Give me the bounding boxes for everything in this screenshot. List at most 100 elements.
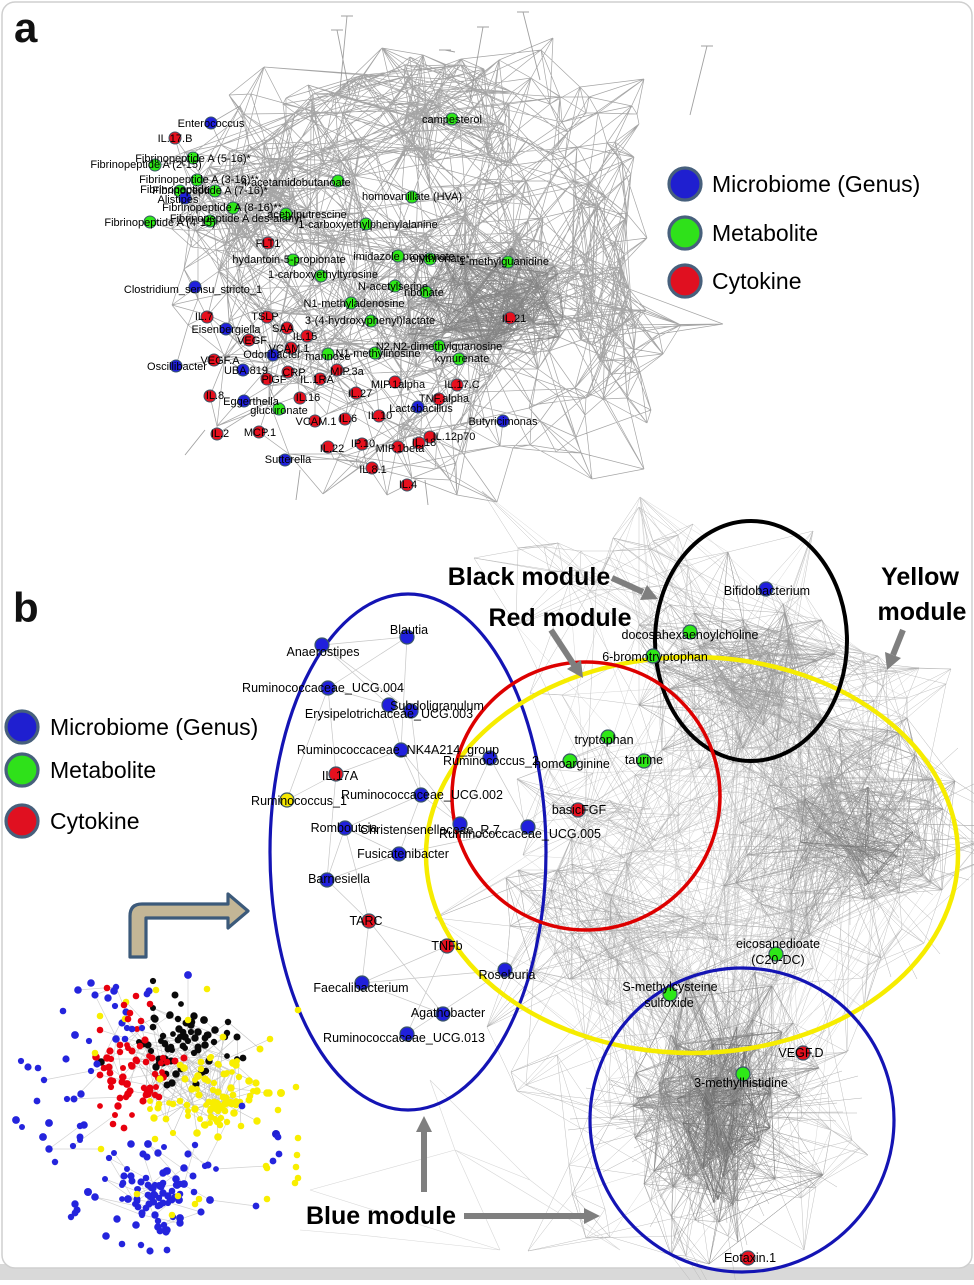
svg-text:Alistipes: Alistipes: [158, 194, 199, 206]
svg-text:Eggerthella: Eggerthella: [223, 396, 280, 408]
svg-text:Enterococcus: Enterococcus: [178, 118, 245, 130]
svg-text:imidazole propionate: imidazole propionate: [353, 251, 455, 263]
svg-text:3-(4-hydroxyphenyl)lactate: 3-(4-hydroxyphenyl)lactate: [305, 315, 435, 327]
svg-text:IL.21: IL.21: [502, 313, 526, 325]
svg-text:N1-methylinosine: N1-methylinosine: [336, 348, 421, 360]
svg-text:N2,N2-dimethylguanosine: N2,N2-dimethylguanosine: [376, 341, 503, 353]
svg-text:Agathobacter: Agathobacter: [411, 1006, 485, 1020]
svg-text:IP.10: IP.10: [351, 438, 375, 450]
svg-text:IL.15: IL.15: [293, 331, 317, 343]
svg-text:eicosanedioate: eicosanedioate: [736, 937, 820, 951]
svg-text:VCAM.1: VCAM.1: [269, 343, 310, 355]
svg-text:1-carboxyethylphenylalanine: 1-carboxyethylphenylalanine: [298, 219, 437, 231]
svg-text:Yellow: Yellow: [881, 563, 959, 591]
svg-text:docosahexaenoylcholine: docosahexaenoylcholine: [622, 628, 759, 642]
svg-text:Ruminococcaceae_UCG.002: Ruminococcaceae_UCG.002: [341, 788, 503, 802]
svg-text:Ruminococcaceae_UCG.005: Ruminococcaceae_UCG.005: [439, 827, 601, 841]
svg-text:module: module: [878, 598, 967, 626]
svg-text:hydantoin-5-propionate: hydantoin-5-propionate: [232, 254, 345, 266]
svg-text:VEGF.D: VEGF.D: [778, 1046, 823, 1060]
svg-text:tryptophan: tryptophan: [574, 733, 633, 747]
svg-text:Erysipelotrichaceae_UCG.003: Erysipelotrichaceae_UCG.003: [305, 707, 473, 721]
svg-text:Blautia: Blautia: [390, 623, 428, 637]
svg-text:Cytokine: Cytokine: [712, 268, 801, 294]
svg-text:acetylputrescine: acetylputrescine: [267, 209, 347, 221]
svg-text:PlGF: PlGF: [261, 374, 286, 386]
svg-text:a: a: [14, 4, 38, 51]
svg-text:IL.27: IL.27: [348, 388, 372, 400]
svg-text:IL.4: IL.4: [399, 479, 417, 491]
svg-text:VEGF: VEGF: [237, 335, 267, 347]
svg-text:homovanillate (HVA): homovanillate (HVA): [362, 191, 462, 203]
svg-text:MIP.1alpha: MIP.1alpha: [371, 379, 426, 391]
svg-text:IL.7: IL.7: [195, 311, 213, 323]
svg-text:Faecalibacterium: Faecalibacterium: [313, 981, 408, 995]
svg-text:IL.16: IL.16: [296, 392, 320, 404]
svg-text:Fibrinopeptide A (2-15): Fibrinopeptide A (2-15): [90, 159, 201, 171]
svg-text:SAA: SAA: [272, 323, 295, 335]
svg-text:Black module: Black module: [448, 563, 611, 591]
svg-text:Romboutsia: Romboutsia: [311, 821, 378, 835]
svg-text:UBA.819: UBA.819: [224, 365, 268, 377]
svg-text:Fibrinopeptide A (5-16)*: Fibrinopeptide A (5-16)*: [135, 153, 251, 165]
svg-text:ribonate: ribonate: [404, 287, 444, 299]
svg-text:IL.18: IL.18: [412, 437, 436, 449]
svg-text:IL.8.1: IL.8.1: [359, 464, 387, 476]
svg-text:Microbiome (Genus): Microbiome (Genus): [712, 171, 920, 197]
svg-text:(C20-DC): (C20-DC): [751, 953, 804, 967]
svg-text:MCP.1: MCP.1: [244, 427, 276, 439]
svg-text:Barnesiella: Barnesiella: [308, 872, 370, 886]
svg-text:Ruminococcus_1: Ruminococcus_1: [251, 794, 347, 808]
svg-text:campesterol: campesterol: [422, 114, 482, 126]
svg-text:Fusicatenibacter: Fusicatenibacter: [357, 847, 449, 861]
svg-text:4-acetamidobutanoate: 4-acetamidobutanoate: [241, 177, 350, 189]
svg-text:IL.17A: IL.17A: [322, 769, 359, 783]
svg-text:Fibrinopeptide A (8-16)**: Fibrinopeptide A (8-16)**: [162, 202, 283, 214]
svg-text:b: b: [13, 584, 39, 631]
svg-text:sulfoxide: sulfoxide: [644, 996, 693, 1010]
svg-text:1-methylguanidine: 1-methylguanidine: [459, 256, 549, 268]
svg-text:IL.17.C: IL.17.C: [444, 379, 480, 391]
svg-text:mannose: mannose: [305, 351, 350, 363]
svg-text:Ruminococcus_2: Ruminococcus_2: [443, 754, 539, 768]
svg-text:3-methylhistidine: 3-methylhistidine: [694, 1076, 788, 1090]
svg-text:Eotaxin.1: Eotaxin.1: [724, 1251, 776, 1265]
svg-text:IL.12p70: IL.12p70: [433, 431, 476, 443]
svg-text:Bifidobacterium: Bifidobacterium: [724, 584, 810, 598]
svg-text:VCAM.1: VCAM.1: [296, 416, 337, 428]
svg-text:basicFGF: basicFGF: [552, 803, 607, 817]
svg-text:Subdoligranulum: Subdoligranulum: [390, 699, 484, 713]
svg-text:Roseburia: Roseburia: [479, 968, 536, 982]
svg-text:6-bromotryptophan: 6-bromotryptophan: [602, 650, 708, 664]
svg-text:glucuronate: glucuronate: [250, 405, 308, 417]
svg-text:Lactobacillus: Lactobacillus: [389, 403, 453, 415]
svg-text:Ruminococcaceae_UCG.013: Ruminococcaceae_UCG.013: [323, 1031, 485, 1045]
svg-text:IL.22: IL.22: [320, 443, 344, 455]
svg-text:CRP: CRP: [282, 367, 305, 379]
svg-text:IL.8: IL.8: [206, 390, 224, 402]
svg-text:Ruminococcaceae_NK4A214_group: Ruminococcaceae_NK4A214_group: [297, 743, 499, 757]
svg-text:VEGF.A: VEGF.A: [200, 355, 240, 367]
svg-text:TNF.alpha: TNF.alpha: [419, 393, 470, 405]
svg-text:Fibrinopeptide A (4-15): Fibrinopeptide A (4-15): [104, 217, 215, 229]
svg-text:Cytokine: Cytokine: [50, 808, 139, 834]
svg-text:IL.10: IL.10: [368, 410, 392, 422]
svg-text:Butyricimonas: Butyricimonas: [468, 416, 538, 428]
svg-text:Odoribacter: Odoribacter: [243, 349, 301, 361]
svg-text:Fibrinopeptide: Fibrinopeptide: [140, 184, 210, 196]
svg-text:S-methylcysteine: S-methylcysteine: [622, 980, 717, 994]
svg-text:Fibrinopeptide A des-alanyl*: Fibrinopeptide A des-alanyl*: [170, 213, 307, 225]
svg-text:homoarginine: homoarginine: [534, 757, 610, 771]
svg-text:kynurenate: kynurenate: [435, 353, 489, 365]
svg-text:Clostridium_sensu_stricto_1: Clostridium_sensu_stricto_1: [124, 284, 262, 296]
svg-text:IL.17.B: IL.17.B: [158, 133, 193, 145]
svg-text:Sutterella: Sutterella: [265, 454, 312, 466]
svg-text:IL.6: IL.6: [339, 413, 357, 425]
svg-text:1-carboxyethyltyrosine: 1-carboxyethyltyrosine: [268, 269, 378, 281]
svg-text:taurine: taurine: [625, 753, 663, 767]
svg-text:IL.2: IL.2: [211, 428, 229, 440]
svg-text:Fibrinopeptide A (3-16)**: Fibrinopeptide A (3-16)**: [139, 174, 260, 186]
svg-text:Metabolite: Metabolite: [50, 757, 156, 783]
svg-text:Blue module: Blue module: [306, 1202, 456, 1230]
svg-text:Red module: Red module: [488, 604, 631, 632]
